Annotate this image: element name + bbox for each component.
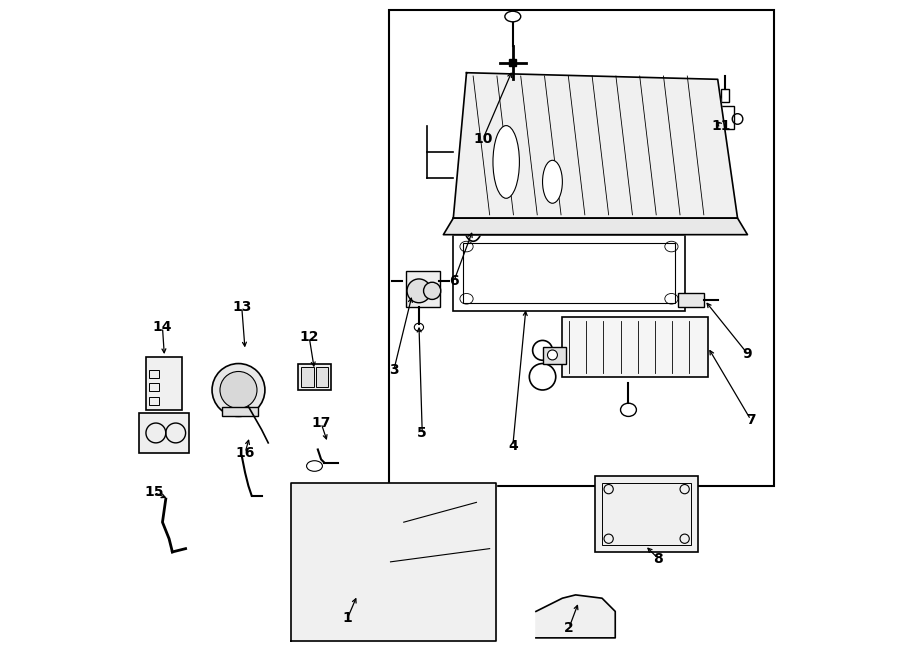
Text: 15: 15 [144,485,164,500]
Text: 17: 17 [311,416,331,430]
Ellipse shape [547,350,557,360]
Polygon shape [444,218,747,235]
Bar [317,367,328,387]
Bar [406,271,440,307]
Text: 10: 10 [473,132,492,146]
Bar [707,106,734,129]
Ellipse shape [407,279,431,303]
Bar [149,370,159,378]
Bar [602,483,691,545]
Ellipse shape [220,371,257,408]
Bar [562,317,707,377]
Text: 6: 6 [449,274,459,288]
Polygon shape [454,73,737,218]
Bar [721,89,729,102]
Text: 16: 16 [236,446,255,460]
Bar [678,293,705,307]
Text: 8: 8 [653,551,663,566]
Text: 3: 3 [389,363,399,377]
Polygon shape [292,483,496,641]
Bar [389,10,774,486]
Bar [509,59,516,66]
Text: 2: 2 [564,621,574,635]
Ellipse shape [543,160,562,203]
Bar [149,397,159,405]
Text: 4: 4 [508,439,518,453]
Bar [464,243,675,303]
Text: 14: 14 [153,320,172,334]
Bar [596,476,698,552]
Text: 12: 12 [300,330,319,344]
Bar [146,357,183,410]
Ellipse shape [424,282,441,299]
Bar [454,235,685,311]
Text: 5: 5 [418,426,428,440]
Ellipse shape [212,364,265,416]
Bar [298,364,331,390]
Bar [149,383,159,391]
Bar [543,347,566,364]
Bar [140,413,189,453]
Text: 9: 9 [742,346,752,361]
Ellipse shape [302,535,381,615]
Text: 13: 13 [232,300,251,315]
Text: 11: 11 [711,118,731,133]
Ellipse shape [331,565,351,585]
Polygon shape [536,595,616,638]
Bar [302,367,314,387]
Ellipse shape [493,126,519,198]
Text: 1: 1 [343,611,353,625]
Bar [222,407,258,416]
Text: 7: 7 [746,412,756,427]
